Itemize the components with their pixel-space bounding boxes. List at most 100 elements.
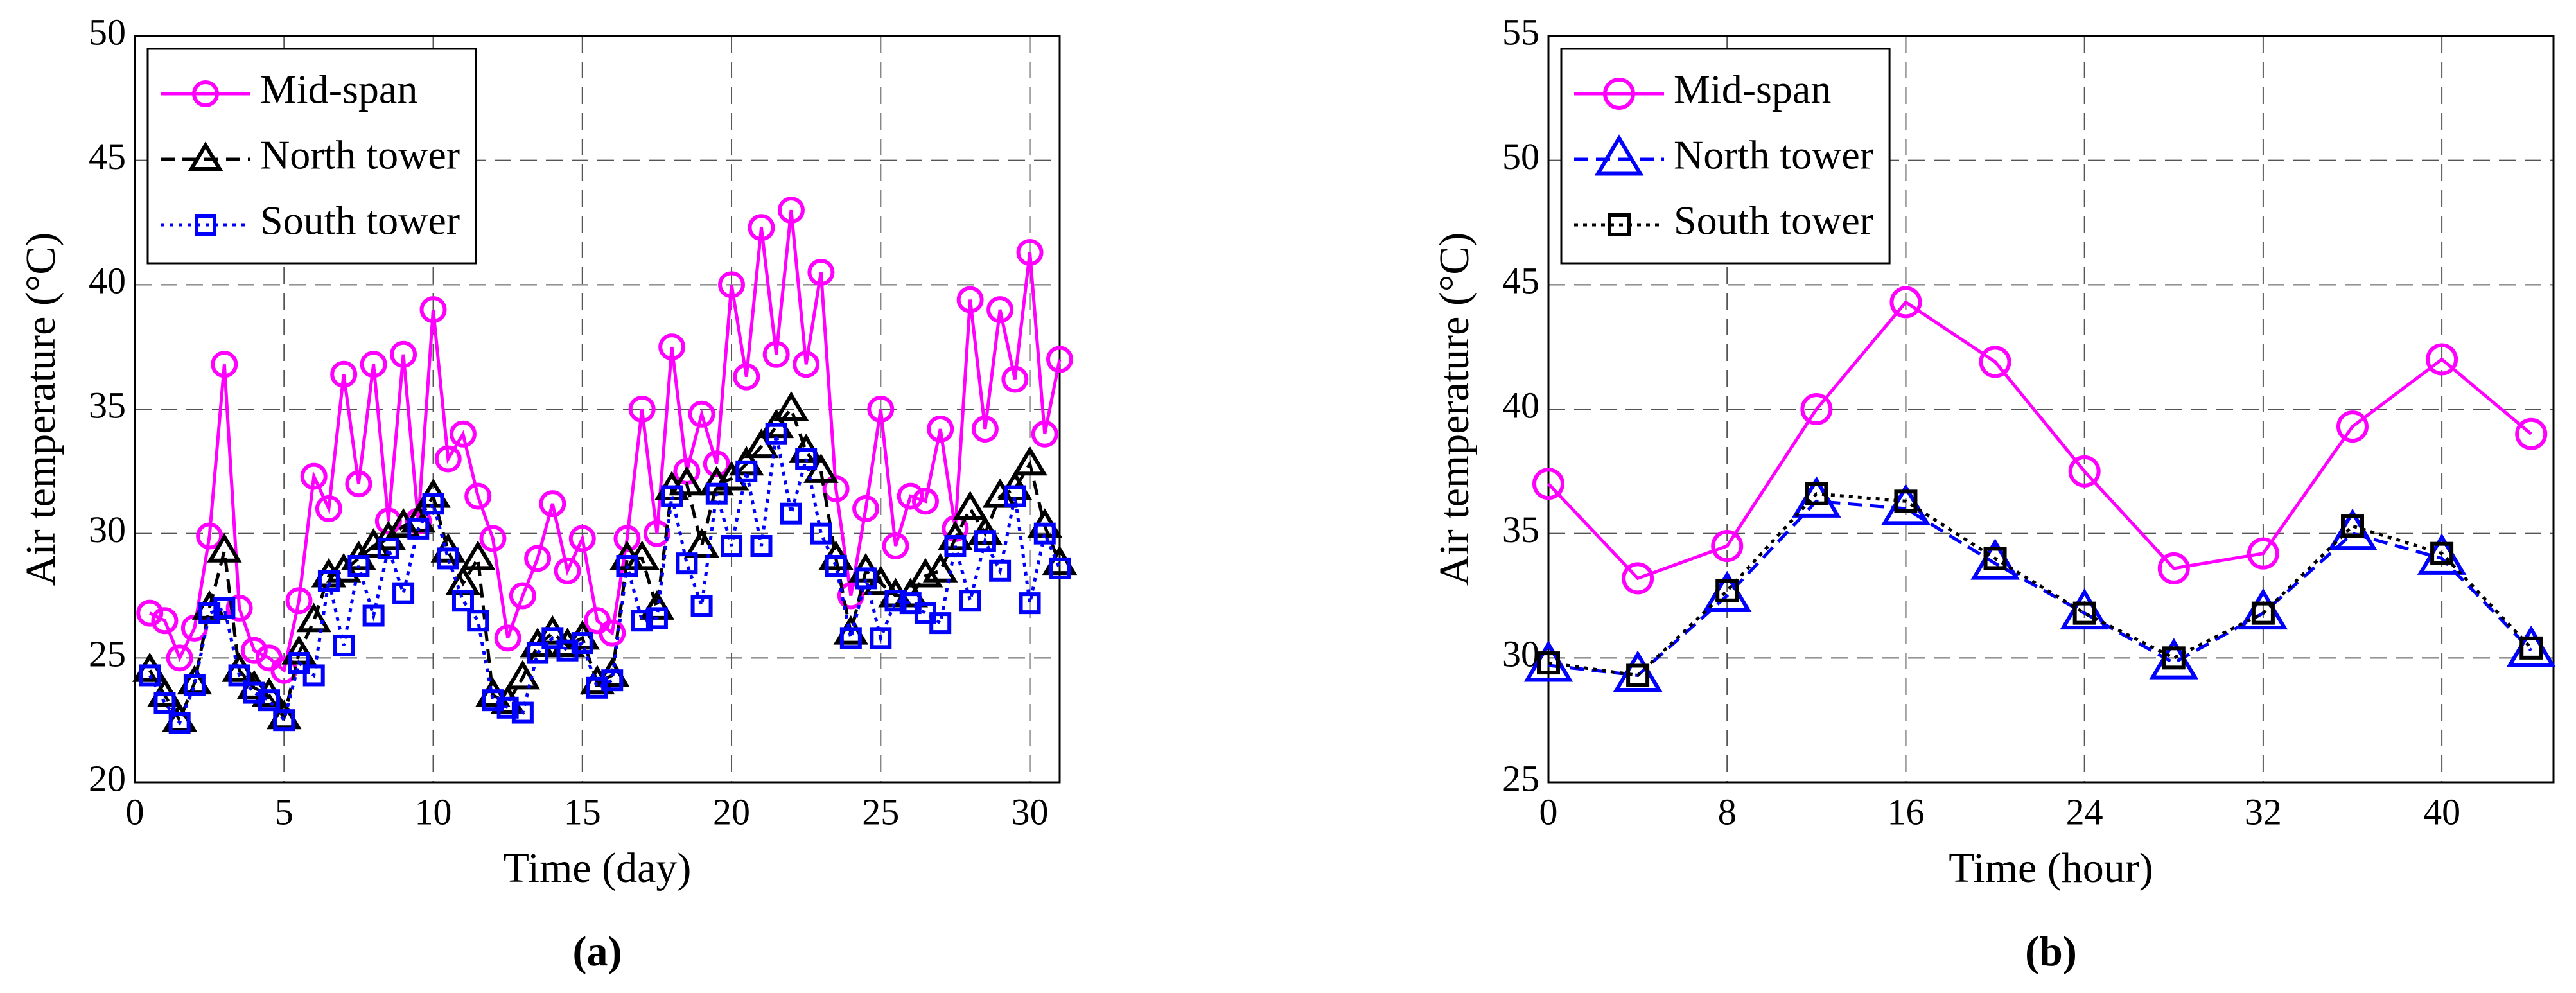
marker xyxy=(645,607,668,629)
plot-frame xyxy=(1547,35,2555,784)
marker xyxy=(360,351,387,378)
marker xyxy=(952,491,988,520)
panel-caption: (a) xyxy=(573,928,622,975)
marker xyxy=(136,599,164,627)
legend-label: South tower xyxy=(260,198,460,243)
marker xyxy=(2072,601,2096,625)
marker xyxy=(1603,78,1635,110)
y-tick-label: 20 xyxy=(89,757,126,799)
x-tick-label: 15 xyxy=(564,791,601,832)
marker xyxy=(479,525,507,552)
x-tick-label: 20 xyxy=(713,791,750,832)
marker xyxy=(927,415,954,443)
x-tick-label: 40 xyxy=(2423,791,2460,832)
marker xyxy=(151,607,179,635)
marker xyxy=(524,545,552,572)
y-tick-label: 40 xyxy=(89,260,126,302)
y-tick-label: 45 xyxy=(89,136,126,177)
y-tick-label: 50 xyxy=(1502,136,1539,177)
marker xyxy=(1626,663,1650,687)
marker xyxy=(884,590,907,612)
marker xyxy=(571,632,593,655)
y-tick-label: 50 xyxy=(89,11,126,53)
marker xyxy=(153,692,176,714)
marker xyxy=(971,415,999,443)
marker xyxy=(464,482,492,510)
marker xyxy=(317,570,340,592)
marker xyxy=(315,495,342,522)
marker xyxy=(2430,541,2454,565)
series-line xyxy=(1548,492,2533,678)
marker xyxy=(211,351,238,378)
marker xyxy=(974,530,996,552)
marker xyxy=(613,525,641,552)
x-axis-label: Time (hour) xyxy=(1949,845,2153,892)
marker xyxy=(2515,417,2548,450)
marker xyxy=(986,296,1014,324)
marker xyxy=(195,214,216,236)
marker xyxy=(494,624,521,652)
marker xyxy=(631,610,653,632)
marker xyxy=(1019,592,1041,615)
marker xyxy=(302,664,325,687)
marker xyxy=(2247,537,2279,570)
legend: Mid-span North tower South tower xyxy=(146,48,477,265)
marker xyxy=(2157,552,2190,584)
marker xyxy=(669,466,705,496)
series-line xyxy=(148,406,1062,724)
legend-box xyxy=(1560,48,1891,265)
x-tick-label: 0 xyxy=(1539,791,1558,832)
marker xyxy=(258,689,281,712)
marker xyxy=(989,559,1012,582)
marker xyxy=(897,482,924,510)
marker xyxy=(870,627,892,649)
x-tick-label: 25 xyxy=(862,791,899,832)
marker xyxy=(198,602,221,624)
marker xyxy=(568,525,596,552)
marker xyxy=(1889,286,1922,319)
marker xyxy=(690,594,713,617)
marker xyxy=(377,537,399,559)
marker xyxy=(2336,410,2369,443)
marker xyxy=(496,696,519,719)
marker xyxy=(1979,346,2011,378)
marker xyxy=(762,340,790,368)
marker xyxy=(554,557,581,584)
marker xyxy=(929,612,952,635)
legend-label: Mid-span xyxy=(260,67,417,112)
marker xyxy=(1033,522,1056,545)
marker xyxy=(392,582,415,604)
marker xyxy=(460,540,496,570)
panel-caption: (b) xyxy=(2025,928,2077,975)
x-tick-label: 5 xyxy=(275,791,294,832)
marker xyxy=(1049,557,1071,579)
marker xyxy=(1012,446,1047,476)
marker xyxy=(601,669,624,692)
marker xyxy=(285,587,313,615)
marker xyxy=(1001,365,1029,393)
marker xyxy=(705,482,728,505)
x-tick-label: 0 xyxy=(126,791,145,832)
marker xyxy=(213,597,236,619)
marker xyxy=(956,286,984,313)
marker xyxy=(765,423,787,445)
marker xyxy=(911,488,939,515)
marker xyxy=(810,522,832,545)
marker xyxy=(390,340,417,368)
marker xyxy=(684,528,719,558)
marker xyxy=(1715,579,1739,602)
marker xyxy=(1532,468,1564,500)
marker xyxy=(362,604,385,627)
marker xyxy=(2426,343,2458,376)
series-line xyxy=(148,434,1062,726)
marker xyxy=(922,552,958,583)
marker xyxy=(419,296,447,324)
y-tick-label: 25 xyxy=(89,633,126,675)
marker xyxy=(777,197,805,224)
marker xyxy=(1046,346,1073,373)
marker xyxy=(1711,530,1744,563)
marker xyxy=(944,535,967,558)
marker xyxy=(735,460,758,482)
marker xyxy=(2068,455,2101,488)
